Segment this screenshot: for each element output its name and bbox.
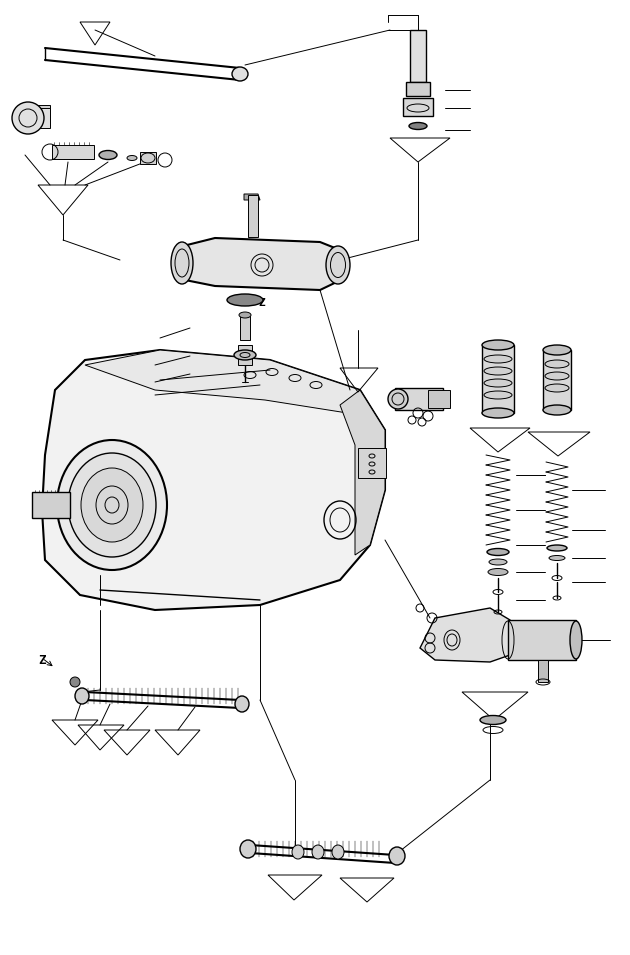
Ellipse shape — [99, 151, 117, 159]
Ellipse shape — [68, 453, 156, 557]
Ellipse shape — [543, 345, 571, 355]
Bar — [140, 152, 156, 164]
Bar — [406, 82, 430, 96]
Text: Z: Z — [38, 653, 46, 667]
Ellipse shape — [81, 468, 143, 542]
Ellipse shape — [488, 568, 508, 576]
Polygon shape — [42, 350, 385, 610]
Text: Z: Z — [259, 298, 265, 308]
Polygon shape — [85, 350, 385, 430]
Ellipse shape — [484, 391, 512, 399]
Ellipse shape — [489, 559, 507, 565]
Bar — [28, 108, 50, 128]
Ellipse shape — [388, 389, 408, 409]
Bar — [538, 660, 548, 682]
Ellipse shape — [482, 408, 514, 418]
Ellipse shape — [547, 545, 567, 551]
Ellipse shape — [75, 688, 89, 704]
Ellipse shape — [232, 67, 248, 81]
Ellipse shape — [487, 548, 509, 556]
Ellipse shape — [235, 696, 249, 712]
Polygon shape — [22, 105, 50, 125]
Ellipse shape — [57, 440, 167, 570]
Ellipse shape — [292, 845, 304, 859]
Ellipse shape — [234, 350, 256, 360]
Bar — [508, 620, 576, 660]
Ellipse shape — [484, 367, 512, 375]
Bar — [403, 98, 433, 116]
Ellipse shape — [570, 621, 582, 659]
Bar — [428, 390, 450, 408]
Ellipse shape — [543, 405, 571, 415]
Ellipse shape — [312, 845, 324, 859]
Ellipse shape — [239, 312, 251, 318]
Ellipse shape — [127, 156, 137, 160]
Bar — [543, 350, 571, 410]
Bar — [410, 30, 426, 82]
Bar — [32, 492, 70, 518]
Polygon shape — [420, 608, 510, 662]
Ellipse shape — [545, 384, 569, 392]
Ellipse shape — [545, 360, 569, 368]
Polygon shape — [244, 194, 260, 200]
Ellipse shape — [484, 379, 512, 387]
Ellipse shape — [227, 294, 263, 306]
Bar — [52, 145, 94, 159]
Ellipse shape — [389, 847, 405, 865]
Ellipse shape — [409, 122, 427, 130]
Circle shape — [12, 102, 44, 134]
Ellipse shape — [332, 845, 344, 859]
Bar — [395, 388, 443, 410]
Bar — [240, 316, 250, 340]
Ellipse shape — [480, 715, 506, 725]
Text: ►: ► — [251, 299, 256, 308]
Polygon shape — [340, 390, 385, 555]
Bar — [358, 448, 386, 478]
Bar — [482, 345, 514, 413]
Polygon shape — [175, 238, 345, 290]
Bar — [248, 195, 258, 237]
Ellipse shape — [484, 355, 512, 363]
Bar — [238, 345, 252, 365]
Ellipse shape — [482, 340, 514, 350]
Circle shape — [70, 677, 80, 687]
Ellipse shape — [549, 556, 565, 561]
Ellipse shape — [326, 246, 350, 284]
Ellipse shape — [240, 840, 256, 858]
Ellipse shape — [545, 372, 569, 380]
Ellipse shape — [171, 242, 193, 284]
